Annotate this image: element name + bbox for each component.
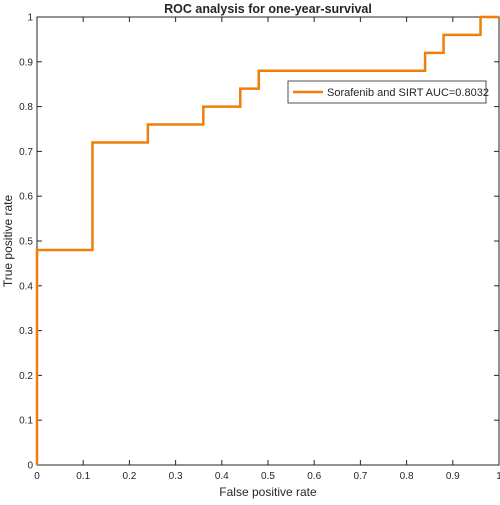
x-tick-label: 1 [496, 471, 500, 482]
chart-title: ROC analysis for one-year-survival [164, 2, 372, 16]
x-tick-label: 0.2 [122, 471, 136, 482]
x-tick-label: 0.4 [215, 471, 229, 482]
y-tick-label: 0.5 [19, 237, 33, 248]
series-layer [35, 15, 499, 465]
x-axis-label: False positive rate [219, 485, 317, 499]
x-axis-ticks: 0 0.1 0.2 0.3 0.4 0.5 0.6 0.7 0.8 0.9 1 [34, 17, 500, 482]
y-tick-label: 0.3 [19, 326, 33, 337]
x-tick-label: 0.8 [400, 471, 414, 482]
y-tick-label: 1 [27, 13, 33, 24]
legend-label: Sorafenib and SIRT AUC=0.8032 [327, 87, 489, 99]
roc-series-line [35, 15, 499, 465]
legend-box [287, 80, 487, 104]
y-tick-label: 0.1 [19, 416, 33, 427]
y-tick-label: 0.4 [19, 281, 33, 292]
y-tick-label: 0 [27, 461, 33, 472]
x-tick-label: 0.9 [446, 471, 460, 482]
y-tick-label: 0.8 [19, 102, 33, 113]
x-tick-label: 0 [34, 471, 40, 482]
y-axis-ticks: 0 0.1 0.2 0.3 0.4 0.5 0.6 0.7 0.8 0.9 1 [19, 13, 499, 472]
y-axis-label: True positive rate [1, 195, 15, 288]
y-tick-label: 0.6 [19, 192, 33, 203]
x-tick-label: 0.5 [261, 471, 275, 482]
x-tick-label: 0.7 [353, 471, 367, 482]
y-tick-label: 0.7 [19, 147, 33, 158]
x-tick-label: 0.3 [169, 471, 183, 482]
y-tick-label: 0.9 [19, 57, 33, 68]
x-tick-label: 0.6 [307, 471, 321, 482]
y-tick-label: 0.2 [19, 371, 33, 382]
x-tick-label: 0.1 [76, 471, 90, 482]
legend: Sorafenib and SIRT AUC=0.8032 [287, 80, 489, 104]
